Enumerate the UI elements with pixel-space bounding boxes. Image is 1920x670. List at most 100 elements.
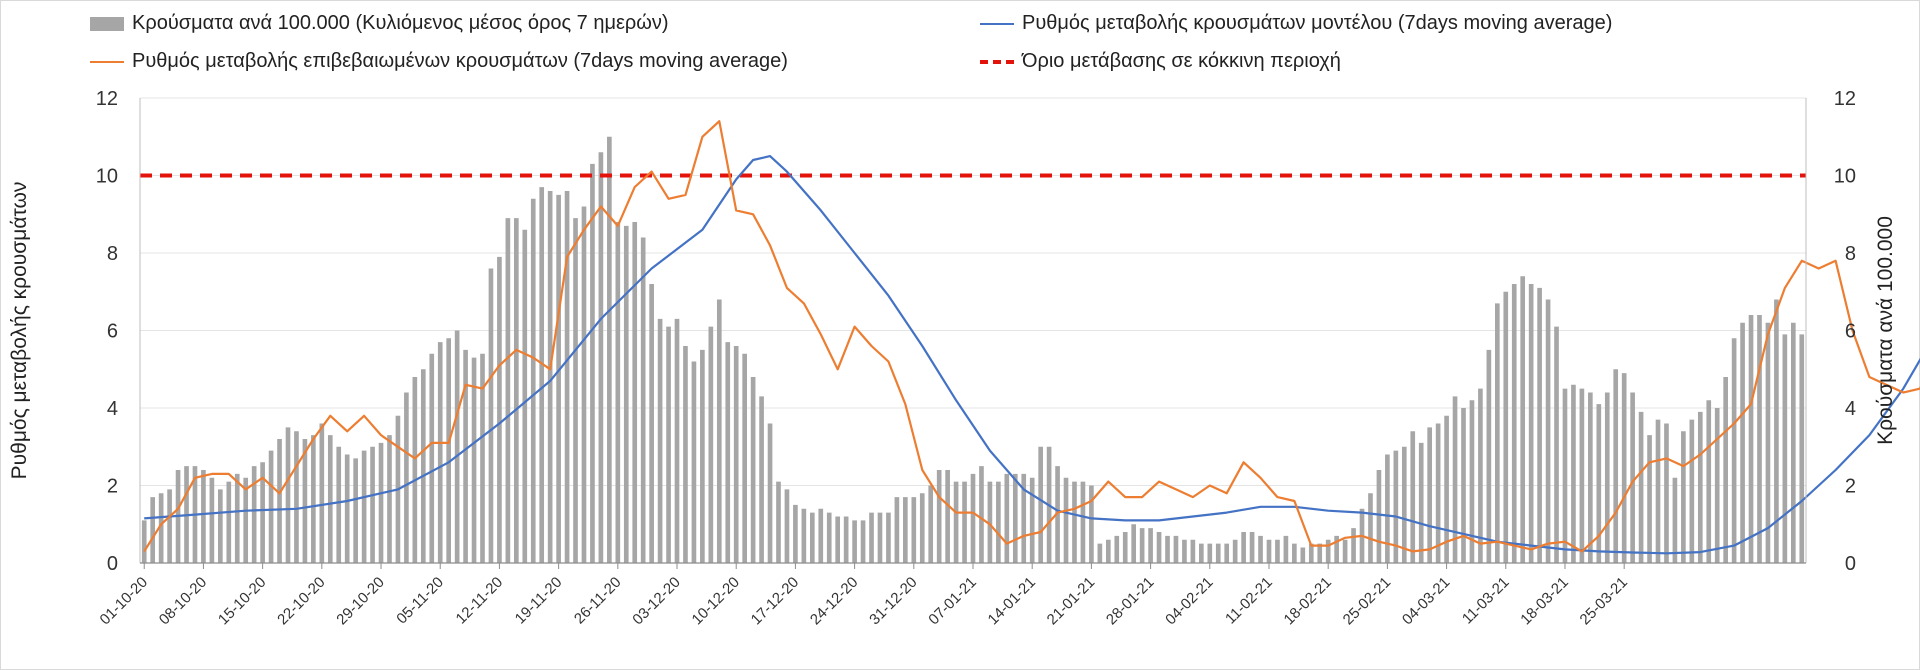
x-tick-label: 11-03-21 — [1459, 574, 1513, 628]
bar — [437, 342, 443, 563]
x-tick-label: 03-12-20 — [629, 574, 683, 628]
bar — [1528, 284, 1534, 563]
bar — [852, 520, 857, 563]
y-left-tick-label: 8 — [107, 243, 118, 265]
bar — [1182, 539, 1187, 563]
bar — [1165, 535, 1170, 563]
bar — [1190, 539, 1196, 563]
bar — [1444, 415, 1449, 563]
legend-label-orange: Ρυθμός μεταβολής επιβεβαιωμένων κρουσμάτ… — [132, 50, 788, 72]
bar — [1156, 532, 1162, 563]
bar — [632, 222, 638, 563]
bar — [733, 346, 739, 563]
bar — [1731, 338, 1737, 563]
bar — [1765, 322, 1771, 563]
bar — [742, 353, 747, 563]
bar — [666, 326, 671, 563]
bar — [911, 497, 917, 563]
bar — [514, 218, 519, 563]
bar — [1249, 532, 1255, 563]
x-tick-label: 15-10-20 — [215, 574, 269, 628]
bar — [877, 512, 883, 563]
bar — [640, 237, 646, 563]
bar — [1266, 539, 1272, 563]
bar — [615, 222, 621, 563]
bar — [607, 136, 612, 563]
bar — [1038, 446, 1043, 563]
y-right-ticks: 0 2 4 6 8 10 12 — [1834, 88, 1856, 575]
x-tick-label: 21-01-21 — [1044, 574, 1098, 628]
bar — [674, 318, 680, 563]
bar — [480, 353, 485, 563]
bar — [598, 152, 604, 563]
bar — [497, 256, 502, 563]
bar — [1774, 299, 1779, 563]
bar — [979, 466, 984, 563]
line-series — [143, 120, 1920, 555]
bar — [547, 191, 553, 563]
bar — [1325, 539, 1331, 563]
bar — [488, 268, 494, 563]
bar — [260, 462, 265, 563]
bar — [285, 427, 291, 563]
bar — [522, 229, 528, 563]
legend-swatch-blue — [980, 22, 1014, 25]
bar — [1122, 532, 1128, 563]
bar — [1258, 535, 1263, 563]
x-tick-label: 25-02-21 — [1340, 574, 1394, 628]
bar — [539, 187, 545, 563]
y-left-tick-label: 12 — [96, 88, 118, 110]
bar — [150, 497, 156, 563]
bar — [1385, 454, 1390, 563]
bar — [412, 377, 418, 563]
bar — [809, 512, 815, 563]
x-tick-label: 04-03-21 — [1399, 574, 1453, 628]
y-axis-left-title: Ρυθμός μεταβολής κρουσμάτων — [8, 182, 31, 480]
bar — [1638, 411, 1644, 563]
bar — [970, 473, 976, 563]
x-tick-label: 04-02-21 — [1162, 574, 1216, 628]
x-tick-label: 24-12-20 — [807, 574, 861, 628]
bar — [1681, 431, 1686, 563]
y-right-tick-label: 4 — [1845, 398, 1856, 420]
bar — [1308, 543, 1314, 563]
bar — [454, 330, 460, 563]
bar — [463, 349, 468, 563]
bar — [750, 377, 756, 563]
y-left-tick-label: 0 — [107, 553, 118, 575]
bar — [141, 520, 147, 563]
bar — [158, 493, 164, 563]
bar — [1706, 400, 1712, 563]
bar — [1215, 543, 1221, 563]
x-tick-label: 18-03-21 — [1517, 574, 1571, 628]
bar — [1723, 377, 1728, 563]
bar — [716, 299, 722, 563]
bar — [327, 435, 333, 563]
x-tick-label: 05-11-20 — [393, 574, 447, 628]
legend-blue-line: Ρυθμός μεταβολής κρουσμάτων μοντέλου (7d… — [980, 12, 1612, 35]
bar — [370, 446, 375, 563]
bar — [759, 396, 764, 563]
bar — [302, 439, 308, 563]
bar — [1080, 481, 1086, 563]
bar — [201, 470, 206, 563]
y-left-tick-label: 4 — [107, 398, 118, 420]
bar — [226, 481, 232, 563]
bar — [801, 508, 807, 563]
x-tick-label: 12-11-20 — [453, 574, 507, 628]
bar — [471, 357, 477, 563]
bar — [446, 338, 452, 563]
bar — [1055, 466, 1060, 563]
x-tick-label: 26-11-20 — [571, 574, 625, 628]
bar — [657, 318, 663, 563]
x-tick-label: 29-10-20 — [333, 574, 387, 628]
bar — [1131, 524, 1137, 563]
bar — [1105, 539, 1111, 563]
x-tick-label: 08-10-20 — [156, 574, 210, 628]
bar — [1114, 535, 1120, 563]
legend-orange-line: Ρυθμός μεταβολής επιβεβαιωμένων κρουσμάτ… — [90, 50, 788, 73]
bar — [311, 435, 316, 563]
bar — [818, 508, 824, 563]
bar — [919, 493, 925, 563]
